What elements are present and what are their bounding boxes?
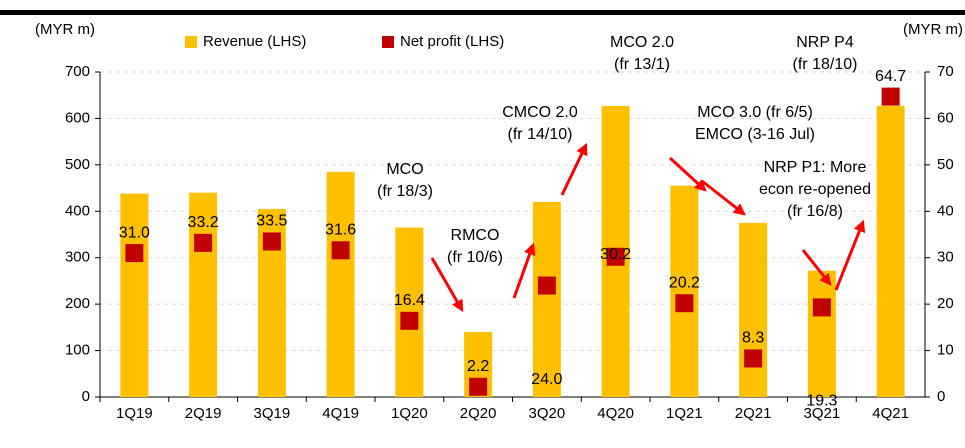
bar: [326, 171, 355, 397]
legend-label: Revenue (LHS): [203, 33, 306, 50]
arrow: [801, 249, 832, 286]
x-tick-label: 1Q21: [666, 405, 703, 422]
annotation: (fr 14/10): [508, 126, 573, 143]
x-tick-label: 1Q19: [116, 405, 153, 422]
data-label: 24.0: [531, 371, 562, 388]
y2-tick-label: 50: [937, 156, 954, 173]
bar: [807, 270, 836, 397]
marker: [331, 241, 350, 260]
bar: [876, 105, 905, 398]
arrow: [560, 142, 588, 196]
annotation: econ re-opened: [759, 181, 871, 198]
bar: [739, 222, 768, 397]
y-tick-label: 700: [65, 63, 90, 80]
x-tick-label: 1Q20: [391, 405, 428, 422]
data-label: 20.2: [669, 274, 700, 291]
x-tick-label: 3Q20: [529, 405, 566, 422]
top-rule: [0, 10, 965, 15]
arrow: [701, 179, 746, 216]
x-tick-label: 2Q20: [460, 405, 497, 422]
arrow: [430, 257, 464, 313]
y2-tick-label: 70: [937, 63, 954, 80]
data-label: 8.3: [742, 330, 764, 347]
y2-tick-label: 40: [937, 202, 954, 219]
x-tick-label: 3Q21: [804, 405, 841, 422]
x-tick-label: 4Q19: [322, 405, 359, 422]
annotation: NRP P4: [796, 34, 854, 51]
y-tick-label: 0: [82, 388, 90, 405]
annotation: NRP P1: More: [764, 159, 867, 176]
bar: [189, 192, 218, 397]
y-tick-label: 100: [65, 342, 90, 359]
y-tick-label: 200: [65, 295, 90, 312]
annotation: MCO 3.0 (fr 6/5): [697, 104, 813, 121]
marker: [194, 233, 213, 252]
data-label: 31.6: [325, 222, 356, 239]
bar: [532, 202, 561, 397]
y2-tick-label: 10: [937, 342, 954, 359]
bar: [120, 193, 149, 397]
y-tick-label: 400: [65, 202, 90, 219]
data-label: 2.2: [467, 358, 489, 375]
annotation: (fr 16/8): [787, 203, 843, 220]
legend-swatch: [185, 36, 197, 48]
marker: [744, 349, 763, 368]
y-tick-label: 300: [65, 249, 90, 266]
marker: [812, 298, 831, 317]
legend-label: Net profit (LHS): [400, 33, 504, 50]
annotation: (fr 18/10): [793, 56, 858, 73]
marker: [606, 247, 625, 266]
data-label: 33.2: [188, 214, 219, 231]
plot: 0 100 200 300 400 500 600 700 0 10 20 30 40 50 60 70 1Q1…: [65, 63, 954, 422]
x-tick-label: 2Q19: [185, 405, 222, 422]
annotation: (fr 10/6): [447, 249, 503, 266]
marker: [537, 276, 556, 295]
marker: [675, 294, 694, 313]
annotation: (fr 18/3): [377, 183, 433, 200]
annotation: MCO: [386, 161, 423, 178]
annotation: EMCO (3-16 Jul): [695, 126, 815, 143]
data-label: 16.4: [394, 292, 425, 309]
annotation: MCO 2.0: [610, 34, 674, 51]
data-label: 33.5: [256, 213, 287, 230]
y-tick-label: 500: [65, 156, 90, 173]
marker: [400, 311, 419, 330]
arrow: [512, 242, 536, 299]
y2-tick-label: 20: [937, 295, 954, 312]
x-tick-label: 4Q20: [597, 405, 634, 422]
annotation: RMCO: [451, 227, 500, 244]
y-tick-label: 600: [65, 109, 90, 126]
arrow: [668, 156, 707, 192]
x-tick-label: 4Q21: [872, 405, 909, 422]
x-tick-label: 3Q19: [254, 405, 291, 422]
y2-tick-label: 60: [937, 109, 954, 126]
annotation: (fr 13/1): [614, 56, 670, 73]
x-tick-label: 2Q21: [735, 405, 772, 422]
bar: [670, 185, 699, 397]
data-label: 19.3: [806, 393, 837, 410]
marker: [881, 87, 900, 106]
arrows: [430, 142, 866, 313]
data-label: 30.2: [600, 246, 631, 263]
data-label: 64.7: [875, 68, 906, 85]
annotation: CMCO 2.0: [502, 104, 578, 121]
y2-tick-label: 0: [937, 388, 945, 405]
arrow: [834, 219, 866, 291]
y2-tick-label: 30: [937, 249, 954, 266]
y2-axis-label: (MYR m): [903, 21, 963, 38]
marker: [125, 244, 144, 263]
data-label: 31.0: [119, 224, 150, 241]
marker: [262, 232, 281, 251]
y-axis-label: (MYR m): [35, 21, 95, 38]
legend-swatch: [382, 36, 394, 48]
marker: [469, 377, 488, 396]
